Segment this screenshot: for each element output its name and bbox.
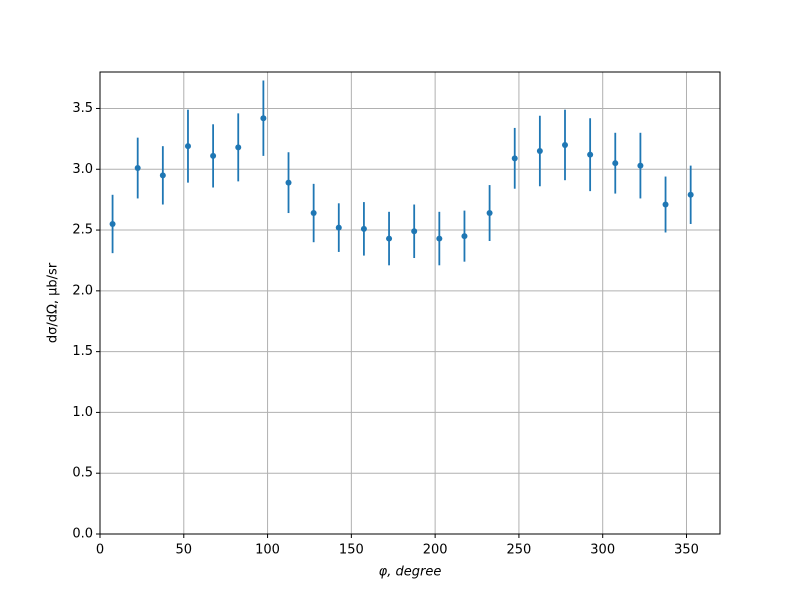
data-point <box>536 148 543 155</box>
data-point <box>159 172 166 179</box>
y-tick-label: 3.5 <box>72 101 93 116</box>
data-point <box>184 143 191 150</box>
data-point <box>360 225 367 232</box>
y-tick-label: 0.5 <box>72 466 93 481</box>
data-point <box>637 162 644 169</box>
data-point <box>486 210 493 217</box>
y-tick-label: 1.5 <box>72 344 93 359</box>
data-point <box>134 165 141 172</box>
data-point <box>461 233 468 240</box>
data-point <box>285 179 292 186</box>
data-point <box>109 220 116 227</box>
data-point <box>210 152 217 159</box>
y-tick-label: 2.0 <box>72 283 93 298</box>
x-tick-label: 200 <box>423 543 448 558</box>
data-point <box>587 151 594 158</box>
data-point <box>411 228 418 235</box>
data-point <box>612 160 619 167</box>
x-tick-label: 100 <box>255 543 280 558</box>
data-point <box>310 210 317 217</box>
data-point <box>687 191 694 198</box>
data-point <box>562 141 568 148</box>
x-tick-label: 0 <box>96 543 104 558</box>
y-tick-label: 3.0 <box>72 162 93 177</box>
x-tick-label: 50 <box>176 543 193 558</box>
x-tick-label: 150 <box>339 543 364 558</box>
y-tick-label: 0.0 <box>72 527 93 542</box>
x-tick-label: 300 <box>590 543 615 558</box>
data-point <box>260 115 267 122</box>
data-point <box>386 235 393 242</box>
x-tick-label: 250 <box>507 543 532 558</box>
x-tick-label: 350 <box>674 543 699 558</box>
x-axis-label: φ, degree <box>379 565 442 580</box>
data-point <box>235 144 242 151</box>
y-axis-label: dσ/dΩ, μb/sr <box>46 262 61 343</box>
data-point <box>662 201 669 208</box>
data-point <box>436 235 443 242</box>
y-tick-label: 2.5 <box>72 223 93 238</box>
data-point <box>335 224 342 231</box>
data-point <box>511 155 518 162</box>
plot-frame <box>99 71 721 535</box>
y-tick-label: 1.0 <box>72 405 93 420</box>
